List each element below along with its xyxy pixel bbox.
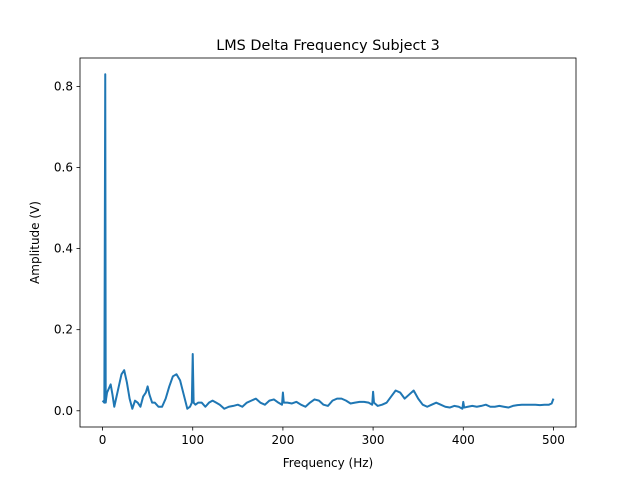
y-tick-label: 0.2 bbox=[54, 323, 73, 337]
chart-title: LMS Delta Frequency Subject 3 bbox=[216, 38, 440, 54]
x-tick-label: 0 bbox=[99, 433, 107, 447]
ticks-layer: 0 100 200 300 400 500 0.0 0.2 0.4 0.6 0.8 bbox=[54, 79, 565, 447]
x-tick-label: 200 bbox=[271, 433, 294, 447]
y-tick-label: 0.8 bbox=[54, 79, 73, 93]
plot-area bbox=[80, 58, 576, 427]
y-tick-label: 0.0 bbox=[54, 404, 73, 418]
plot-frame bbox=[79, 57, 577, 428]
x-tick-label: 500 bbox=[542, 433, 565, 447]
x-axis-label: Frequency (Hz) bbox=[283, 456, 374, 470]
y-axis-label: Amplitude (V) bbox=[28, 201, 42, 284]
y-tick-label: 0.6 bbox=[54, 160, 73, 174]
y-tick-label: 0.4 bbox=[54, 242, 73, 256]
x-tick-label: 300 bbox=[362, 433, 385, 447]
series-layer bbox=[101, 73, 555, 410]
x-tick-label: 100 bbox=[181, 433, 204, 447]
x-tick-label: 400 bbox=[452, 433, 475, 447]
series-line bbox=[101, 73, 555, 410]
